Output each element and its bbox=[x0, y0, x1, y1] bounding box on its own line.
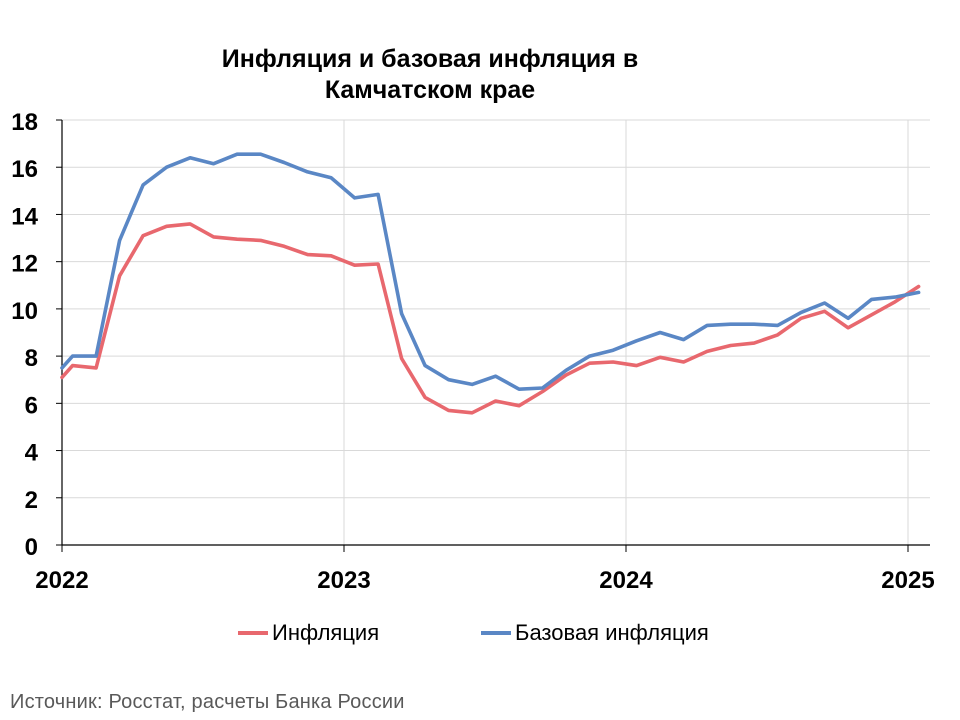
y-tick-label: 18 bbox=[11, 109, 38, 136]
legend-item-inflation: Инфляция bbox=[238, 620, 379, 646]
y-tick-label: 6 bbox=[25, 392, 38, 419]
legend-item-core-inflation: Базовая инфляция bbox=[481, 620, 709, 646]
legend-label-core-inflation: Базовая инфляция bbox=[515, 620, 709, 645]
y-axis-tick-labels: 0 2 4 6 8 10 12 14 16 18 bbox=[11, 109, 38, 561]
grid-lines bbox=[62, 119, 930, 545]
series-lines bbox=[60, 152, 921, 415]
y-tick-label: 16 bbox=[11, 156, 38, 183]
x-axis-tick-labels: 2022 2023 2024 2025 bbox=[35, 567, 934, 594]
source-note: Источник: Росстат, расчеты Банка России bbox=[10, 691, 405, 713]
chart-title-line-1: Инфляция и базовая инфляция в bbox=[221, 45, 639, 73]
x-tick-label: 2023 bbox=[317, 567, 370, 594]
legend-swatch-core-inflation bbox=[481, 631, 511, 635]
legend-swatch-inflation bbox=[238, 631, 268, 635]
y-tick-label: 0 bbox=[25, 534, 38, 561]
y-tick-label: 10 bbox=[11, 298, 38, 325]
x-tick-label: 2022 bbox=[35, 567, 88, 594]
y-tick-label: 8 bbox=[25, 345, 38, 372]
y-tick-label: 14 bbox=[11, 203, 38, 230]
chart-title-line-2: Камчатском крае bbox=[324, 76, 536, 104]
chart-title: Инфляция и базовая инфляция в Камчатском… bbox=[130, 44, 730, 106]
y-tick-label: 2 bbox=[25, 487, 38, 514]
y-tick-label: 4 bbox=[25, 440, 39, 467]
x-tick-label: 2025 bbox=[881, 567, 934, 594]
series-line-inflation bbox=[60, 222, 921, 415]
series-line-core-inflation bbox=[60, 152, 921, 391]
legend: Инфляция Базовая инфляция bbox=[0, 620, 960, 650]
y-tick-label: 12 bbox=[11, 251, 38, 278]
x-tick-label: 2024 bbox=[599, 567, 653, 594]
axes bbox=[56, 119, 930, 552]
legend-label-inflation: Инфляция bbox=[272, 620, 380, 645]
